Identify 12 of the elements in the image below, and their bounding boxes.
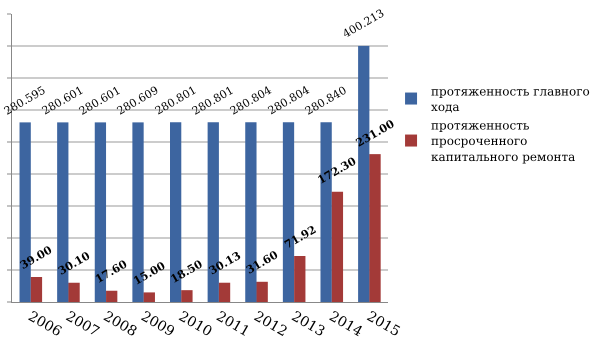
legend-label: протяженность просроченного капитального ремонта	[431, 118, 576, 164]
bar	[68, 282, 80, 302]
bar	[144, 292, 155, 302]
bar	[256, 282, 268, 302]
x-tick-label: 2007	[62, 308, 102, 340]
bar	[181, 290, 193, 302]
bar	[30, 277, 42, 302]
bar	[218, 282, 230, 302]
bar	[106, 290, 118, 302]
bar	[294, 256, 306, 302]
bar	[369, 154, 381, 302]
bar	[332, 192, 344, 302]
